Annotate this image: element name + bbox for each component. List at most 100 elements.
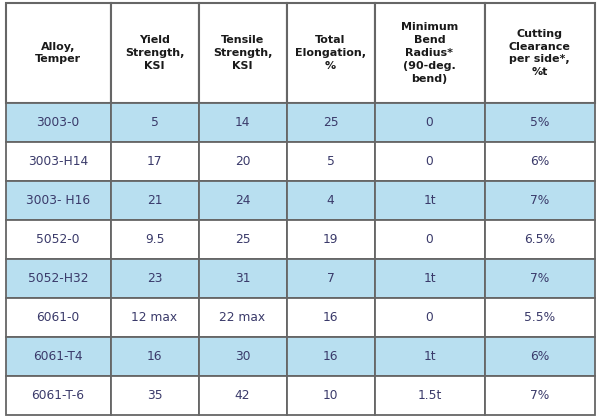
Text: 16: 16: [323, 311, 338, 324]
Text: 35: 35: [146, 389, 163, 402]
Text: 25: 25: [323, 116, 338, 129]
Text: 21: 21: [147, 194, 162, 207]
Text: 42: 42: [235, 389, 250, 402]
Bar: [110, 103, 199, 142]
Bar: [374, 142, 485, 181]
Bar: [5, 337, 110, 376]
Text: 12 max: 12 max: [131, 311, 178, 324]
Bar: [287, 181, 374, 220]
Bar: [5, 220, 110, 259]
Text: 5%: 5%: [530, 116, 549, 129]
Text: 19: 19: [323, 233, 338, 246]
Text: 5.5%: 5.5%: [524, 311, 555, 324]
Bar: [287, 220, 374, 259]
Text: 4: 4: [326, 194, 334, 207]
Bar: [110, 337, 199, 376]
Bar: [199, 103, 287, 142]
Bar: [485, 298, 595, 337]
Text: Tensile
Strength,
KSI: Tensile Strength, KSI: [213, 35, 272, 71]
Bar: [485, 220, 595, 259]
Bar: [374, 3, 485, 103]
Text: Alloy,
Temper: Alloy, Temper: [35, 42, 81, 64]
Bar: [199, 259, 287, 298]
Bar: [110, 3, 199, 103]
Bar: [485, 181, 595, 220]
Text: 0: 0: [425, 155, 433, 168]
Text: 5: 5: [326, 155, 334, 168]
Text: 7: 7: [326, 272, 334, 285]
Bar: [5, 298, 110, 337]
Text: 30: 30: [235, 350, 250, 363]
Text: 22 max: 22 max: [220, 311, 266, 324]
Bar: [485, 259, 595, 298]
Bar: [199, 337, 287, 376]
Bar: [199, 3, 287, 103]
Text: 7%: 7%: [530, 389, 549, 402]
Text: 6061-T-6: 6061-T-6: [32, 389, 85, 402]
Bar: [374, 220, 485, 259]
Bar: [5, 142, 110, 181]
Text: 5052-H32: 5052-H32: [28, 272, 88, 285]
Text: 0: 0: [425, 233, 433, 246]
Bar: [485, 376, 595, 415]
Bar: [199, 220, 287, 259]
Bar: [485, 103, 595, 142]
Bar: [287, 337, 374, 376]
Text: Yield
Strength,
KSI: Yield Strength, KSI: [125, 35, 184, 71]
Text: 16: 16: [147, 350, 162, 363]
Text: 7%: 7%: [530, 194, 549, 207]
Bar: [199, 142, 287, 181]
Bar: [110, 142, 199, 181]
Text: Total
Elongation,
%: Total Elongation, %: [295, 35, 366, 71]
Text: Cutting
Clearance
per side*,
%t: Cutting Clearance per side*, %t: [509, 29, 571, 77]
Bar: [374, 181, 485, 220]
Text: 17: 17: [147, 155, 162, 168]
Text: 5: 5: [151, 116, 158, 129]
Bar: [374, 259, 485, 298]
Bar: [287, 3, 374, 103]
Bar: [5, 181, 110, 220]
Text: 9.5: 9.5: [145, 233, 164, 246]
Bar: [287, 142, 374, 181]
Bar: [485, 337, 595, 376]
Text: 3003- H16: 3003- H16: [26, 194, 90, 207]
Bar: [485, 142, 595, 181]
Bar: [287, 259, 374, 298]
Bar: [110, 220, 199, 259]
Text: 25: 25: [235, 233, 250, 246]
Bar: [199, 298, 287, 337]
Text: 24: 24: [235, 194, 250, 207]
Bar: [199, 181, 287, 220]
Bar: [5, 3, 110, 103]
Bar: [110, 298, 199, 337]
Bar: [374, 103, 485, 142]
Bar: [287, 298, 374, 337]
Text: 1t: 1t: [423, 272, 436, 285]
Text: 1t: 1t: [423, 350, 436, 363]
Bar: [110, 259, 199, 298]
Bar: [110, 376, 199, 415]
Text: 3003-0: 3003-0: [37, 116, 80, 129]
Bar: [199, 376, 287, 415]
Bar: [485, 3, 595, 103]
Bar: [374, 376, 485, 415]
Text: 16: 16: [323, 350, 338, 363]
Text: Minimum
Bend
Radius*
(90-deg.
bend): Minimum Bend Radius* (90-deg. bend): [401, 23, 458, 84]
Text: 6061-0: 6061-0: [37, 311, 80, 324]
Text: 20: 20: [235, 155, 250, 168]
Text: 31: 31: [235, 272, 250, 285]
Text: 1t: 1t: [423, 194, 436, 207]
Bar: [287, 376, 374, 415]
Text: 0: 0: [425, 311, 433, 324]
Text: 1.5t: 1.5t: [418, 389, 442, 402]
Bar: [5, 376, 110, 415]
Text: 23: 23: [147, 272, 162, 285]
Text: 7%: 7%: [530, 272, 549, 285]
Text: 3003-H14: 3003-H14: [28, 155, 88, 168]
Text: 6%: 6%: [530, 350, 549, 363]
Bar: [374, 337, 485, 376]
Text: 6%: 6%: [530, 155, 549, 168]
Bar: [5, 259, 110, 298]
Text: 5052-0: 5052-0: [36, 233, 80, 246]
Text: 6.5%: 6.5%: [524, 233, 555, 246]
